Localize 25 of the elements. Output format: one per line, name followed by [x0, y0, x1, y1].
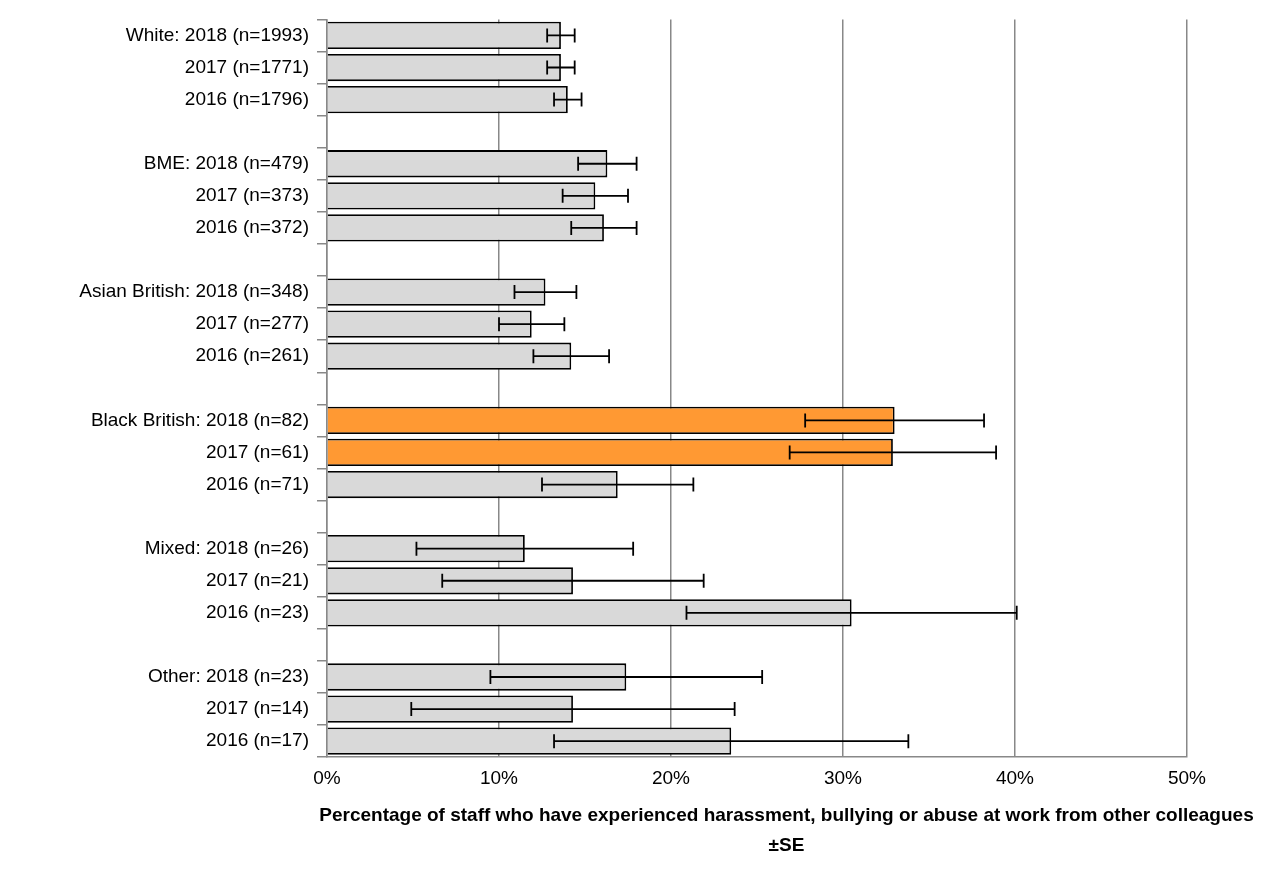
y-tick-label: 2016 (n=372) — [195, 216, 309, 238]
y-tick-label: 2017 (n=277) — [195, 312, 309, 334]
y-tick-label: 2016 (n=1796) — [184, 87, 309, 109]
y-tick-label: BME: 2018 (n=479) — [143, 151, 309, 173]
y-tick-label: 2017 (n=61) — [206, 440, 309, 462]
y-tick-label: 2016 (n=17) — [206, 729, 309, 751]
y-tick-label: Mixed: 2018 (n=26) — [144, 536, 309, 558]
x-tick-label: 20% — [651, 766, 691, 788]
x-axis-title: Percentage of staff who have experienced harassment, bullying or abuse at work from other colleagues ±SE — [318, 803, 1255, 857]
x-tick-label: 50% — [1167, 766, 1207, 788]
y-tick-label: 2017 (n=1771) — [184, 55, 309, 77]
y-tick-label: 2016 (n=71) — [206, 472, 309, 494]
y-tick-label: 2017 (n=21) — [206, 569, 309, 590]
y-tick-label: 2016 (n=261) — [195, 344, 309, 366]
x-tick-label: 10% — [479, 766, 519, 788]
y-tick-label: Black British: 2018 (n=82) — [90, 408, 309, 430]
x-tick-label: 40% — [995, 766, 1035, 788]
y-tick-label: White: 2018 (n=1993) — [125, 23, 309, 45]
x-tick-label: 30% — [823, 766, 863, 788]
y-tick-label: Other: 2018 (n=23) — [147, 665, 309, 687]
y-tick-label: Asian British: 2018 (n=348) — [79, 280, 309, 302]
y-tick-label: 2017 (n=373) — [195, 184, 309, 206]
x-tick-label: 0% — [313, 766, 341, 788]
y-tick-label: 2016 (n=23) — [206, 601, 309, 623]
y-tick-label: 2017 (n=14) — [206, 697, 309, 719]
